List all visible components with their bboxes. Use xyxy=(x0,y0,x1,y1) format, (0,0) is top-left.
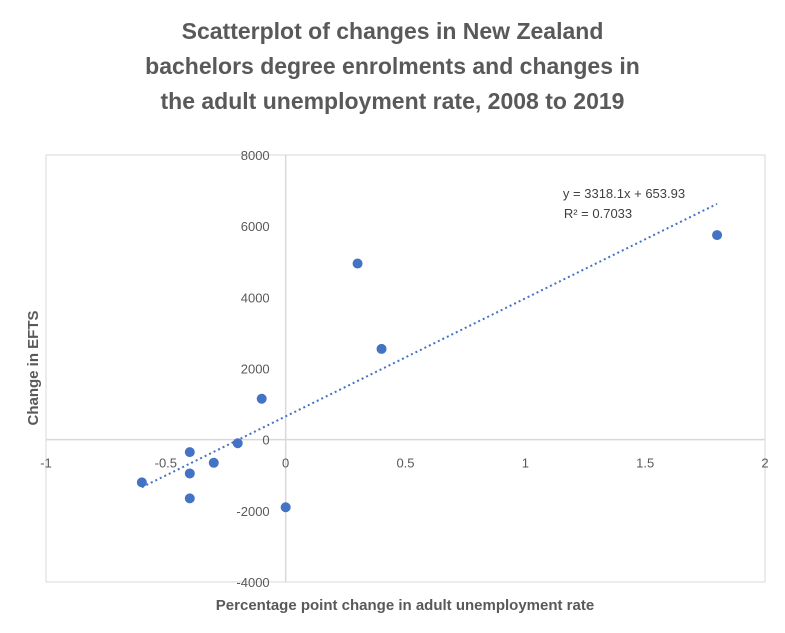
chart-title: Scatterplot of changes in New Zealand ba… xyxy=(0,14,785,119)
y-tick-label: 0 xyxy=(262,433,269,448)
x-tick-label: 2 xyxy=(761,456,768,471)
data-point xyxy=(280,502,291,513)
y-tick-label: -2000 xyxy=(236,504,269,519)
x-axis-title: Percentage point change in adult unemplo… xyxy=(216,597,594,614)
chart-title-line-2: bachelors degree enrolments and changes … xyxy=(145,53,640,79)
y-tick-label: 8000 xyxy=(241,148,270,163)
x-tick-label: -0.5 xyxy=(155,456,177,471)
y-tick-label: 6000 xyxy=(241,219,270,234)
x-tick-label: -1 xyxy=(40,456,52,471)
trendline-r2: R² = 0.7033 xyxy=(564,206,632,221)
plot-area-border xyxy=(45,154,766,583)
trendline xyxy=(141,202,718,489)
y-tick-label: -4000 xyxy=(236,575,269,590)
y-tick-label: 4000 xyxy=(241,290,270,305)
data-point xyxy=(256,393,267,404)
data-point xyxy=(352,258,363,269)
data-point xyxy=(232,438,243,449)
data-point xyxy=(184,447,195,458)
data-point xyxy=(184,493,195,504)
y-tick-label: 2000 xyxy=(241,362,270,377)
data-point xyxy=(208,457,219,468)
data-point xyxy=(376,343,387,354)
x-tick-label: 0.5 xyxy=(396,456,414,471)
x-tick-label: 0 xyxy=(282,456,289,471)
chart-title-line-3: the adult unemployment rate, 2008 to 201… xyxy=(160,88,625,114)
data-point xyxy=(184,468,195,479)
x-tick-label: 1.5 xyxy=(636,456,654,471)
chart-title-line-1: Scatterplot of changes in New Zealand xyxy=(181,18,604,44)
data-point xyxy=(712,230,723,241)
trendline-equation: y = 3318.1x + 653.93 xyxy=(563,186,685,201)
x-tick-label: 1 xyxy=(522,456,529,471)
data-point xyxy=(136,477,147,488)
y-axis-title: Change in EFTS xyxy=(25,310,42,425)
